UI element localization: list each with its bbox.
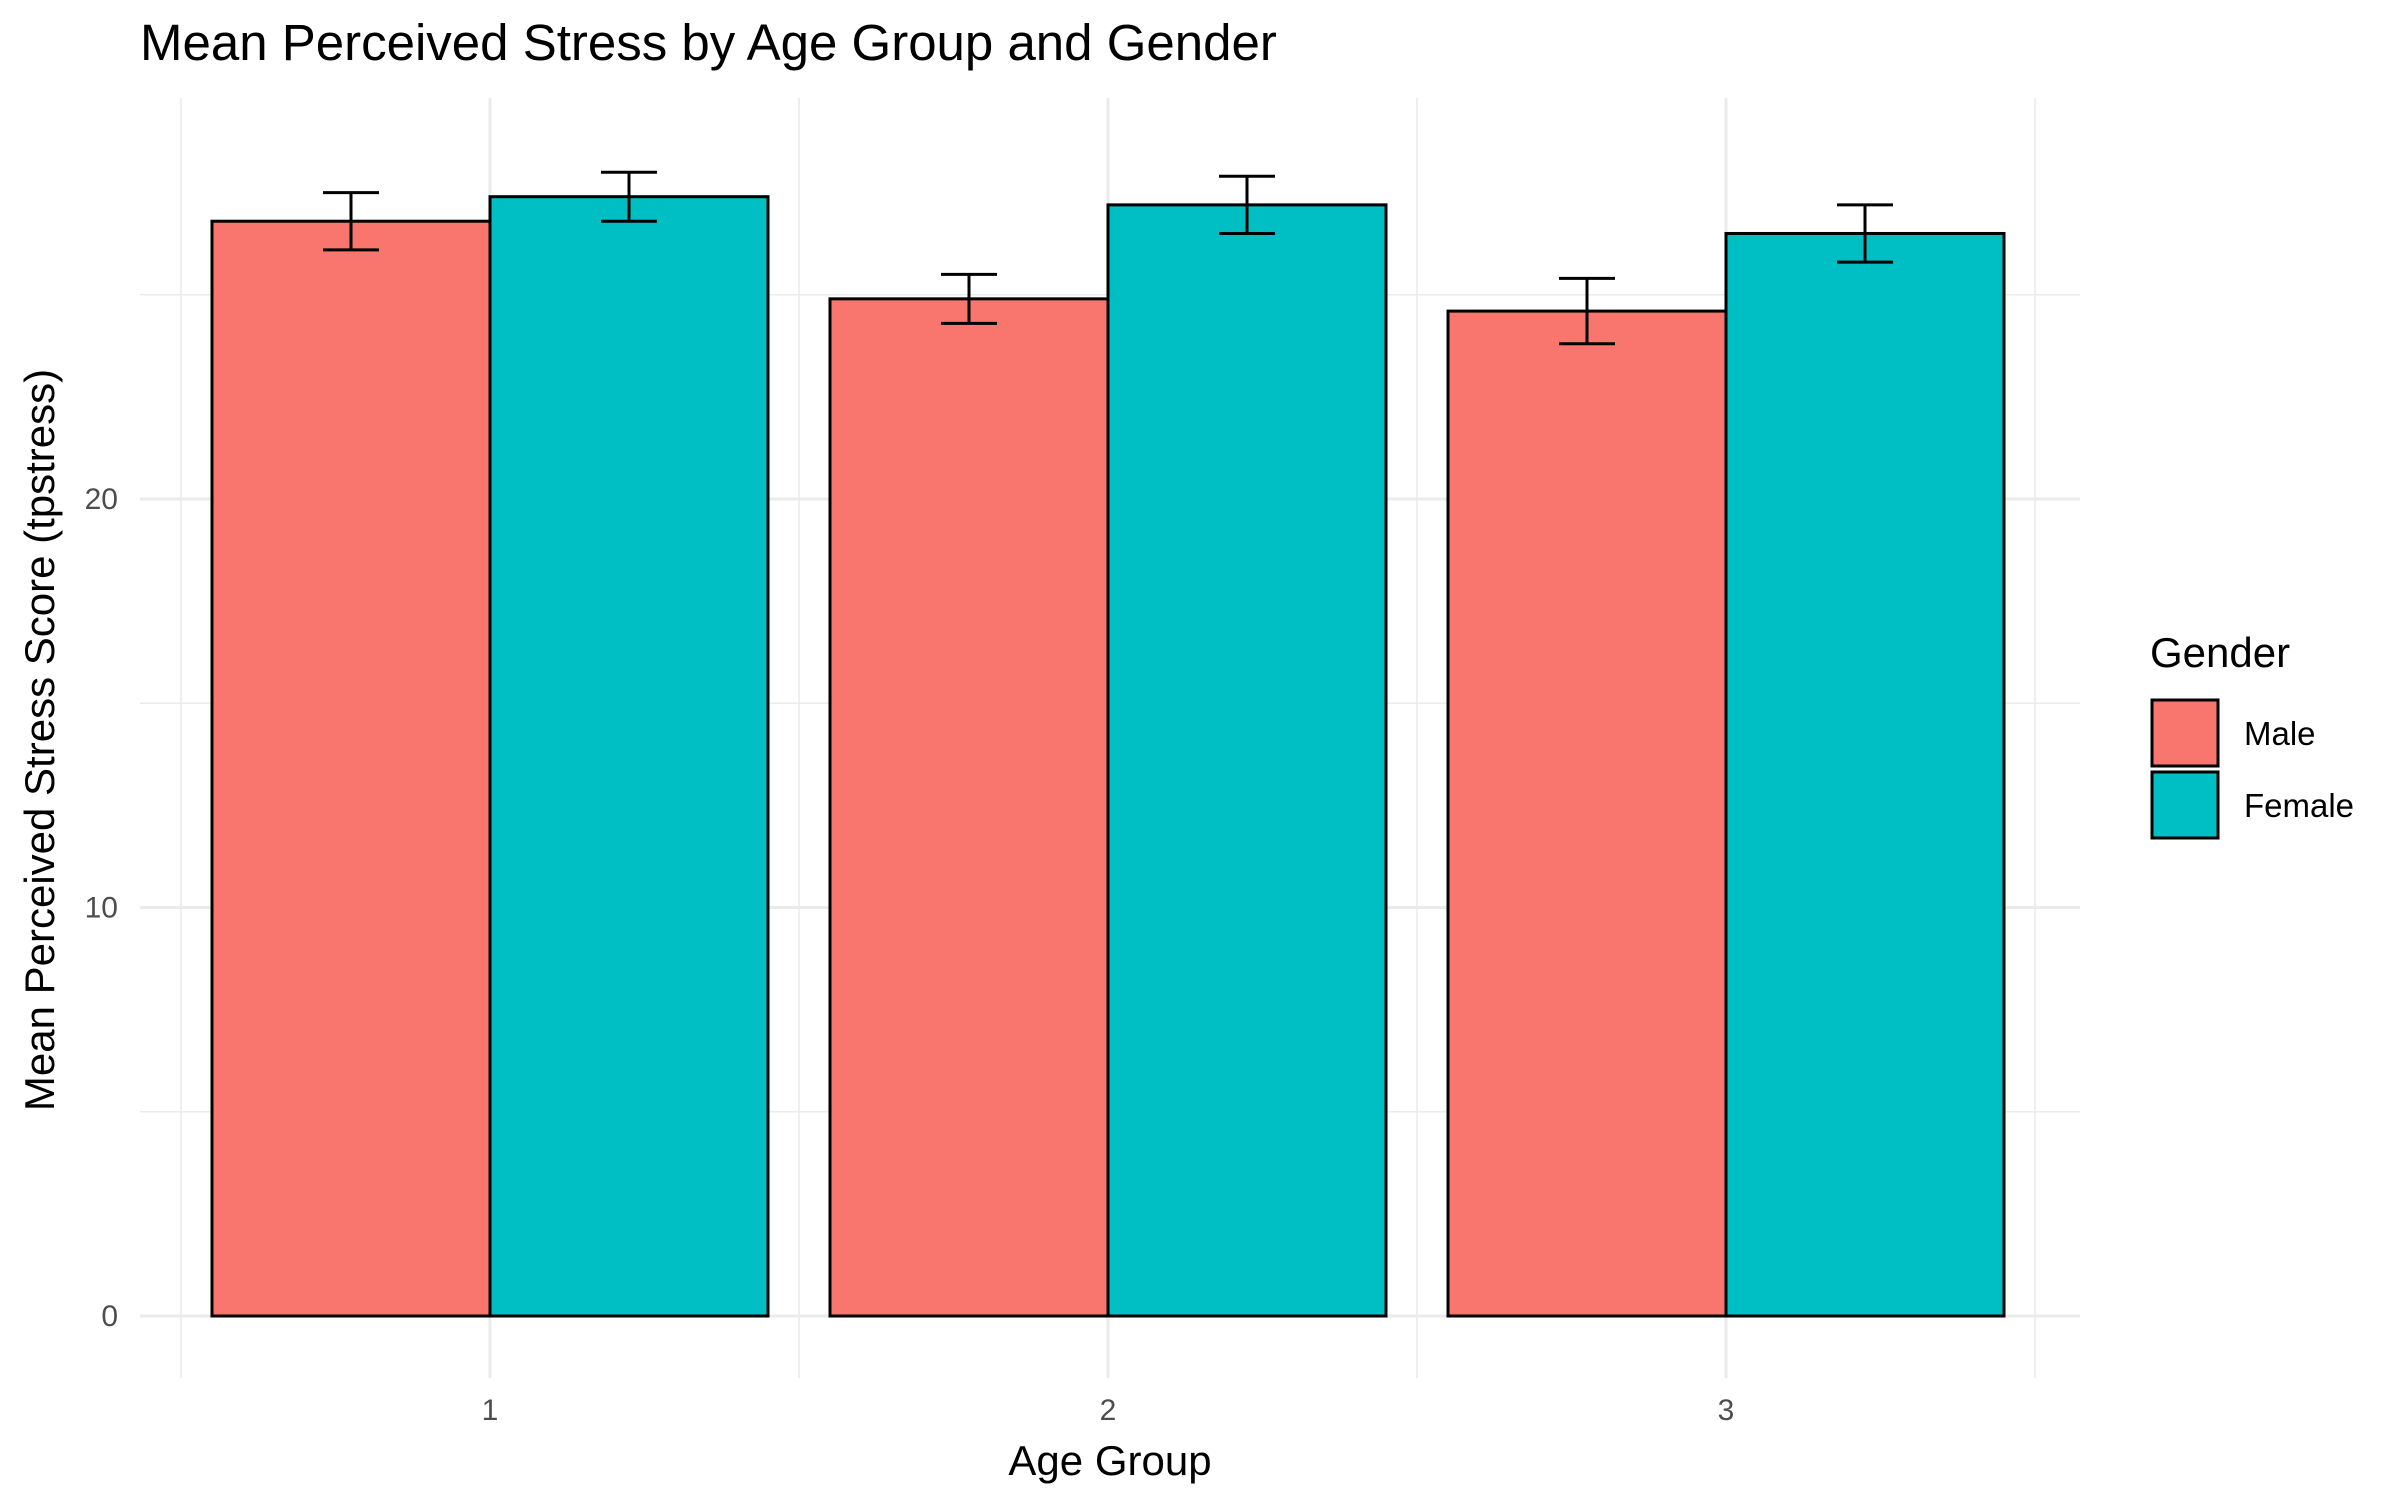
legend: Gender Male Female	[2150, 629, 2354, 840]
y-tick-label: 20	[85, 483, 118, 516]
error-bar-female-group-3	[1837, 203, 1893, 264]
error-bars	[323, 170, 1893, 346]
legend-label-female: Female	[2244, 787, 2354, 824]
bar-male-group-2	[828, 297, 1110, 1318]
y-tick-label: 10	[85, 892, 118, 925]
bar-male-group-1	[210, 219, 492, 1318]
bar-female-group-3	[1724, 231, 2006, 1318]
chart-title: Mean Perceived Stress by Age Group and G…	[140, 14, 1277, 71]
y-axis-title: Mean Perceived Stress Score (tpstress)	[16, 369, 63, 1111]
legend-title: Gender	[2150, 629, 2290, 676]
tick-labels: 0 10 20 1 2 3	[85, 483, 1735, 1427]
legend-key-female	[2150, 770, 2220, 840]
error-bar-male-group-1	[323, 191, 379, 252]
bars	[210, 195, 2006, 1318]
y-tick-label: 0	[101, 1300, 118, 1333]
legend-key-male	[2150, 698, 2220, 768]
x-axis-title: Age Group	[1008, 1437, 1211, 1484]
bar-female-group-1	[488, 195, 770, 1318]
error-bar-female-group-1	[601, 170, 657, 223]
x-tick-label: 3	[1718, 1394, 1735, 1427]
bar-male-group-3	[1446, 309, 1728, 1318]
error-bar-female-group-2	[1219, 174, 1275, 235]
error-bar-male-group-2	[941, 272, 997, 325]
x-tick-label: 1	[482, 1394, 499, 1427]
legend-label-male: Male	[2244, 715, 2316, 752]
bar-female-group-2	[1106, 203, 1388, 1318]
error-bar-male-group-3	[1559, 276, 1615, 346]
x-tick-label: 2	[1100, 1394, 1117, 1427]
